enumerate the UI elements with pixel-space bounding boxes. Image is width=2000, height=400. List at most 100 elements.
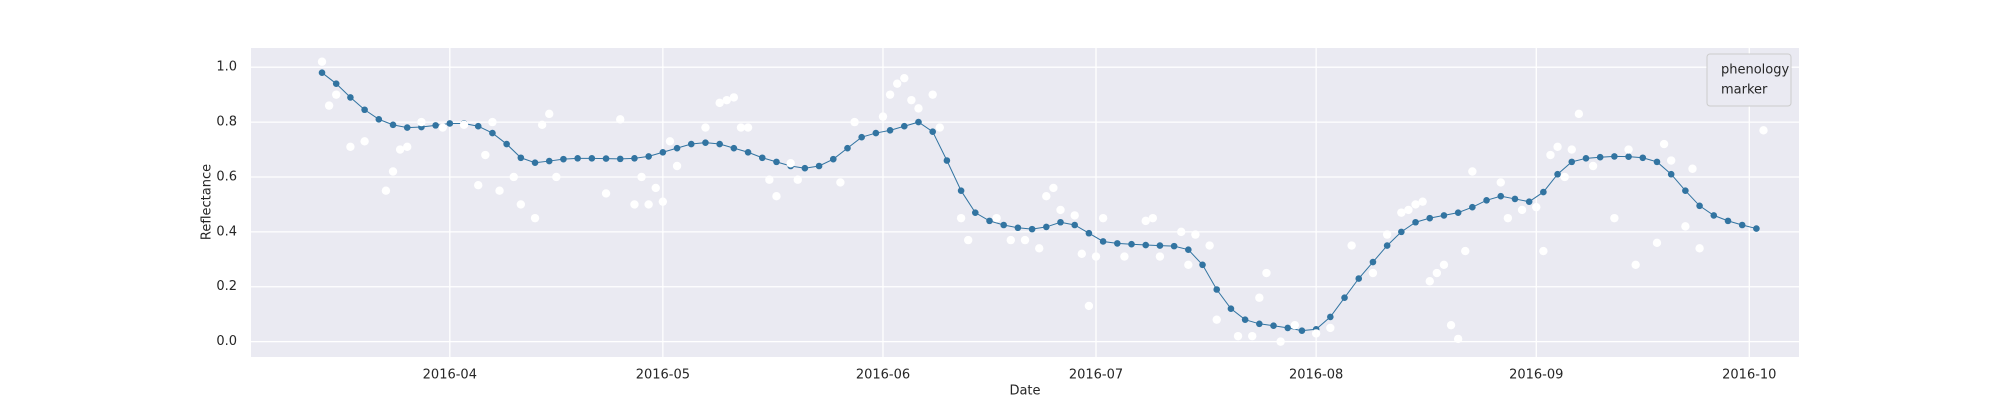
marker-point bbox=[1624, 145, 1633, 154]
trend-point bbox=[886, 127, 894, 134]
trend-point bbox=[1071, 221, 1079, 229]
marker-point bbox=[1035, 244, 1044, 253]
trend-point bbox=[588, 155, 596, 162]
legend-box bbox=[1706, 53, 1792, 107]
trend-point bbox=[1696, 202, 1703, 210]
trend-point bbox=[1327, 313, 1334, 321]
marker-point bbox=[495, 186, 504, 195]
trend-point bbox=[957, 187, 965, 194]
marker-point bbox=[1695, 244, 1704, 253]
trend-point bbox=[517, 154, 525, 162]
marker-point bbox=[1262, 268, 1271, 278]
trend-point bbox=[1028, 225, 1036, 233]
marker-point bbox=[1184, 260, 1193, 269]
marker-point bbox=[1560, 172, 1569, 182]
marker-point bbox=[1120, 252, 1129, 261]
marker-point bbox=[630, 200, 639, 209]
marker-point bbox=[1439, 260, 1449, 269]
marker-point bbox=[1631, 260, 1640, 269]
trend-point bbox=[616, 155, 624, 163]
marker-point bbox=[963, 235, 973, 245]
trend-point bbox=[1724, 217, 1732, 225]
y-tick-label: 0.4 bbox=[216, 224, 237, 239]
marker-point bbox=[1191, 230, 1200, 239]
marker-point bbox=[1177, 227, 1186, 237]
trend-point bbox=[1568, 158, 1576, 166]
trend-point bbox=[815, 162, 823, 170]
trend-point bbox=[758, 154, 766, 162]
marker-point bbox=[317, 57, 327, 66]
trend-point bbox=[1710, 212, 1718, 219]
marker-point bbox=[488, 117, 497, 127]
trend-point bbox=[1511, 195, 1519, 203]
trend-point bbox=[1199, 261, 1206, 269]
marker-point bbox=[1567, 145, 1576, 154]
trend-point bbox=[531, 159, 539, 167]
marker-point bbox=[836, 178, 845, 187]
y-tick-label: 0.6 bbox=[216, 169, 237, 184]
marker-point bbox=[1070, 211, 1079, 220]
trend-point bbox=[1483, 197, 1490, 204]
marker-point bbox=[1205, 241, 1214, 250]
trend-point bbox=[645, 153, 652, 160]
trend-point bbox=[1596, 153, 1604, 161]
marker-point bbox=[956, 213, 966, 223]
marker-point bbox=[914, 104, 923, 113]
marker-point bbox=[1326, 323, 1335, 333]
marker-point bbox=[992, 213, 1001, 223]
marker-point bbox=[765, 175, 774, 184]
marker-point bbox=[1077, 249, 1087, 259]
marker-point bbox=[395, 145, 405, 154]
marker-point bbox=[1233, 331, 1243, 341]
x-tick-label: 2016-10 bbox=[1722, 368, 1776, 383]
marker-point bbox=[935, 123, 944, 132]
marker-point bbox=[644, 200, 653, 209]
marker-point bbox=[324, 101, 334, 110]
marker-point bbox=[1006, 235, 1015, 245]
marker-point bbox=[438, 123, 447, 132]
trend-point bbox=[403, 124, 411, 131]
trend-point bbox=[943, 157, 951, 164]
marker-point bbox=[1461, 246, 1470, 256]
marker-point bbox=[1148, 213, 1158, 223]
trend-point bbox=[1213, 286, 1221, 293]
trend-point bbox=[332, 80, 340, 87]
trend-point bbox=[929, 128, 936, 135]
trend-point bbox=[1369, 258, 1377, 266]
marker-point bbox=[1432, 268, 1442, 278]
marker-point bbox=[1290, 320, 1300, 330]
trend-point bbox=[730, 144, 738, 152]
trend-point bbox=[1014, 224, 1022, 232]
grid bbox=[251, 48, 1799, 357]
trend-point bbox=[986, 217, 993, 225]
trend-point bbox=[503, 140, 510, 148]
marker-point bbox=[722, 95, 731, 105]
trend-point bbox=[1540, 188, 1547, 196]
marker-point bbox=[1468, 167, 1477, 176]
marker-point bbox=[1248, 331, 1257, 341]
marker-point bbox=[743, 123, 753, 132]
trend-point bbox=[1298, 327, 1306, 334]
marker-point bbox=[1532, 202, 1541, 212]
marker-point bbox=[1347, 241, 1356, 250]
trend-point bbox=[858, 133, 865, 141]
marker-point bbox=[928, 90, 937, 99]
trend-point bbox=[474, 122, 482, 130]
marker-point bbox=[1382, 230, 1392, 239]
marker-point bbox=[516, 200, 526, 209]
y-tick-label: 0.8 bbox=[216, 115, 237, 130]
trend-point bbox=[1355, 275, 1363, 282]
marker-point bbox=[1659, 139, 1669, 149]
marker-point bbox=[1311, 329, 1321, 338]
marker-point bbox=[1681, 222, 1690, 231]
trend-point bbox=[631, 155, 638, 162]
trend-point bbox=[844, 144, 851, 152]
y-axis-label: Reflectance bbox=[200, 164, 215, 240]
trend-point bbox=[1170, 242, 1178, 250]
trend-point bbox=[1398, 228, 1405, 236]
y-tick-label: 0.2 bbox=[216, 279, 237, 294]
marker-point bbox=[1546, 150, 1555, 160]
marker-point bbox=[658, 197, 668, 206]
